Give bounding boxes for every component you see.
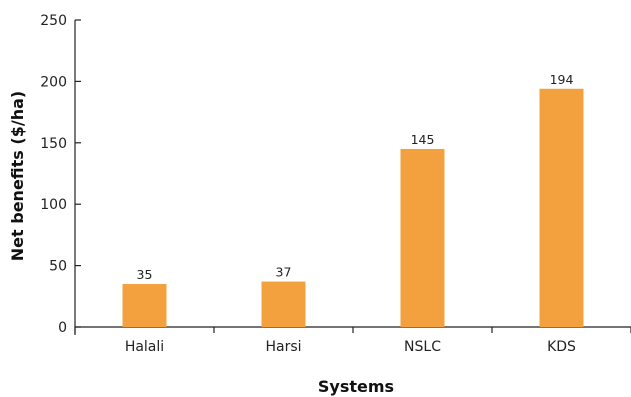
data-label-kds: 194 (550, 72, 574, 87)
y-axis-title: Net benefits ($/ha) (8, 91, 27, 261)
y-tick-label: 50 (49, 259, 67, 275)
data-label-halali: 35 (137, 267, 153, 282)
x-axis-title: Systems (318, 377, 394, 396)
bar-nslc (400, 148, 445, 327)
data-label-nslc: 145 (411, 132, 435, 147)
x-tick-label-nslc: NSLC (404, 339, 441, 355)
x-tick-label-halali: Halali (125, 339, 164, 355)
bar-harsi (261, 281, 306, 327)
y-tick-label: 200 (40, 74, 67, 90)
x-axis: Halali Harsi NSLC KDS (74, 326, 631, 355)
bars (122, 88, 584, 327)
y-tick-label: 150 (40, 136, 67, 152)
bar-kds (539, 88, 584, 327)
data-label-harsi: 37 (276, 265, 292, 280)
bar-halali (122, 284, 167, 327)
y-tick-label: 250 (40, 13, 67, 29)
data-labels: 35 37 145 194 (137, 72, 574, 282)
y-tick-label: 0 (58, 320, 67, 336)
x-tick-label-harsi: Harsi (265, 339, 301, 355)
y-axis: 0 50 100 150 200 250 (40, 13, 81, 336)
y-tick-label: 100 (40, 197, 67, 213)
x-tick-label-kds: KDS (547, 339, 576, 355)
